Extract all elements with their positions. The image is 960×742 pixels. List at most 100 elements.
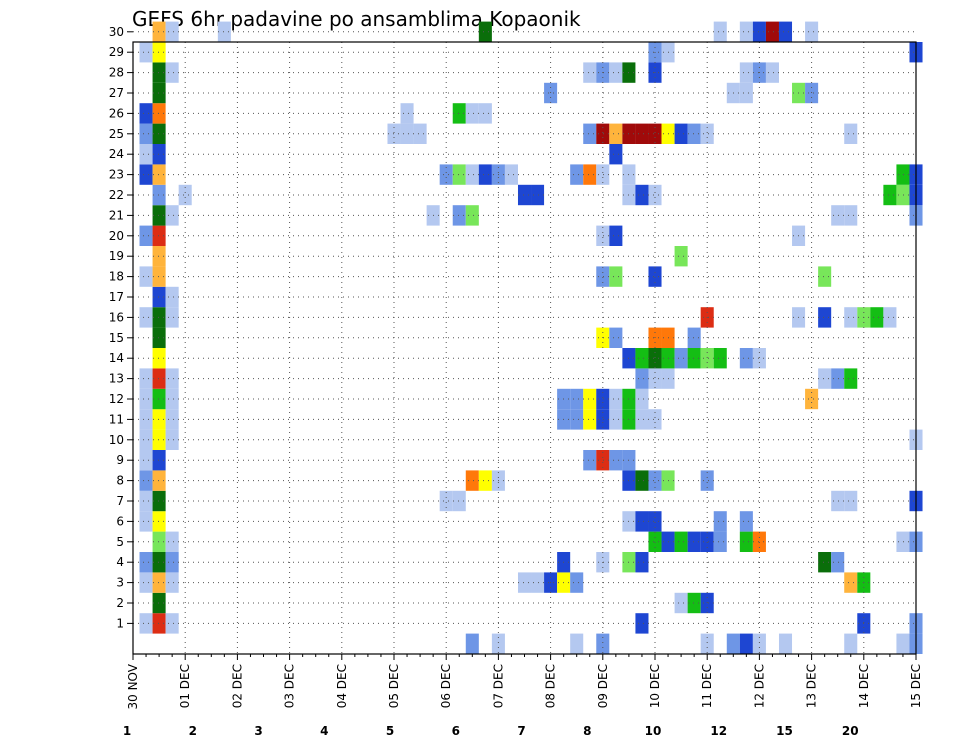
- heatmap-cell: [635, 613, 649, 634]
- heatmap-cell: [805, 388, 819, 410]
- x-tick-label: 04 DEC: [335, 664, 349, 708]
- heatmap-cell: [583, 409, 597, 430]
- heatmap-cell: [139, 490, 153, 512]
- heatmap-cell: [139, 164, 153, 185]
- x-tick-label: 03 DEC: [283, 664, 297, 708]
- heatmap-cell: [739, 633, 753, 654]
- x-tick-label: 02 DEC: [230, 664, 244, 708]
- heatmap-cell: [700, 348, 714, 369]
- heatmap-cell: [583, 450, 597, 471]
- heatmap-cell: [674, 531, 688, 552]
- heatmap-cell: [609, 144, 623, 165]
- heatmap-cell: [818, 368, 832, 389]
- heatmap-cell: [152, 164, 166, 185]
- heatmap-cell: [609, 123, 623, 144]
- x-tick-label: 30 NOV: [126, 663, 140, 709]
- heatmap-cell: [152, 613, 166, 634]
- heatmap-cell: [152, 388, 166, 410]
- colorbar-label: 2: [189, 724, 197, 738]
- heatmap-cell: [165, 62, 179, 83]
- heatmap-cell: [596, 409, 610, 430]
- y-tick-label: 21: [109, 208, 124, 222]
- y-tick-label: 29: [109, 45, 124, 59]
- y-tick-label: 15: [109, 331, 124, 345]
- heatmap-cell: [700, 531, 714, 552]
- heatmap-cell: [583, 62, 597, 83]
- heatmap-cell: [400, 103, 414, 124]
- heatmap-cell: [648, 368, 662, 389]
- heatmap-cell: [165, 368, 179, 389]
- heatmap-cell: [570, 572, 584, 593]
- heatmap-cell: [844, 490, 858, 512]
- y-tick-label: 14: [109, 351, 124, 365]
- heatmap-cell: [452, 205, 466, 226]
- y-tick-label: 13: [109, 372, 124, 386]
- heatmap-cell: [583, 388, 597, 410]
- heatmap-cell: [583, 123, 597, 144]
- heatmap-cell: [570, 164, 584, 185]
- heatmap-cell: [818, 266, 832, 287]
- colorbar-label: 3: [254, 724, 262, 738]
- heatmap-cell: [531, 572, 545, 593]
- heatmap-cell: [152, 184, 166, 206]
- heatmap-cell: [139, 388, 153, 410]
- heatmap-cell: [152, 450, 166, 471]
- heatmap-cell: [139, 266, 153, 287]
- heatmap-cell: [531, 184, 545, 206]
- heatmap-cell: [165, 531, 179, 552]
- colorbar-label: 7: [517, 724, 525, 738]
- heatmap-cell: [765, 21, 779, 42]
- y-tick-label: 18: [109, 270, 124, 284]
- heatmap-cell: [152, 62, 166, 83]
- heatmap-cell: [152, 327, 166, 348]
- heatmap-cell: [739, 348, 753, 369]
- heatmap-cell: [139, 368, 153, 389]
- heatmap-cell: [896, 531, 910, 552]
- y-tick-label: 10: [109, 433, 124, 447]
- heatmap-cell: [139, 429, 153, 450]
- heatmap-cell: [648, 348, 662, 369]
- colorbar-label: 1: [123, 724, 131, 738]
- heatmap-cell: [596, 164, 610, 185]
- heatmap-cell: [152, 144, 166, 165]
- heatmap-cell: [700, 123, 714, 144]
- y-tick-label: 17: [109, 290, 124, 304]
- heatmap-cell: [648, 266, 662, 287]
- y-tick-label: 26: [109, 106, 124, 120]
- y-tick-label: 25: [109, 127, 124, 141]
- heatmap-cell: [635, 409, 649, 430]
- heatmap-cell: [152, 246, 166, 267]
- heatmap-cell: [609, 450, 623, 471]
- x-tick-label: 11 DEC: [700, 664, 714, 708]
- heatmap-cell: [831, 552, 845, 573]
- heatmap-cell: [583, 164, 597, 185]
- x-tick-label: 05 DEC: [387, 664, 401, 708]
- heatmap-cell: [139, 409, 153, 430]
- heatmap-cell: [165, 429, 179, 450]
- heatmap-cell: [152, 531, 166, 552]
- colorbar-label: 10: [645, 724, 662, 738]
- heatmap-cell: [217, 21, 231, 42]
- heatmap-cell: [687, 327, 701, 348]
- heatmap-cell: [165, 409, 179, 430]
- heatmap-cell: [818, 307, 832, 328]
- heatmap-cell: [609, 266, 623, 287]
- heatmap-cell: [152, 490, 166, 512]
- heatmap-cell: [439, 490, 453, 512]
- heatmap-cell: [165, 205, 179, 226]
- heatmap-cell: [152, 82, 166, 104]
- heatmap-cell: [609, 409, 623, 430]
- heatmap-cell: [896, 164, 910, 185]
- colorbar-label: 5: [386, 724, 394, 738]
- heatmap-cell: [517, 572, 532, 593]
- heatmap-cell: [165, 552, 179, 573]
- y-axis: 1234567891011121314151617181920212223242…: [109, 25, 133, 630]
- heatmap-cell: [609, 62, 623, 83]
- heatmap-cell: [465, 103, 479, 124]
- heatmap-cell: [818, 552, 832, 573]
- y-tick-label: 16: [109, 310, 124, 324]
- heatmap-cell: [648, 511, 662, 532]
- y-tick-label: 9: [116, 453, 124, 467]
- heatmap-cell: [635, 470, 649, 491]
